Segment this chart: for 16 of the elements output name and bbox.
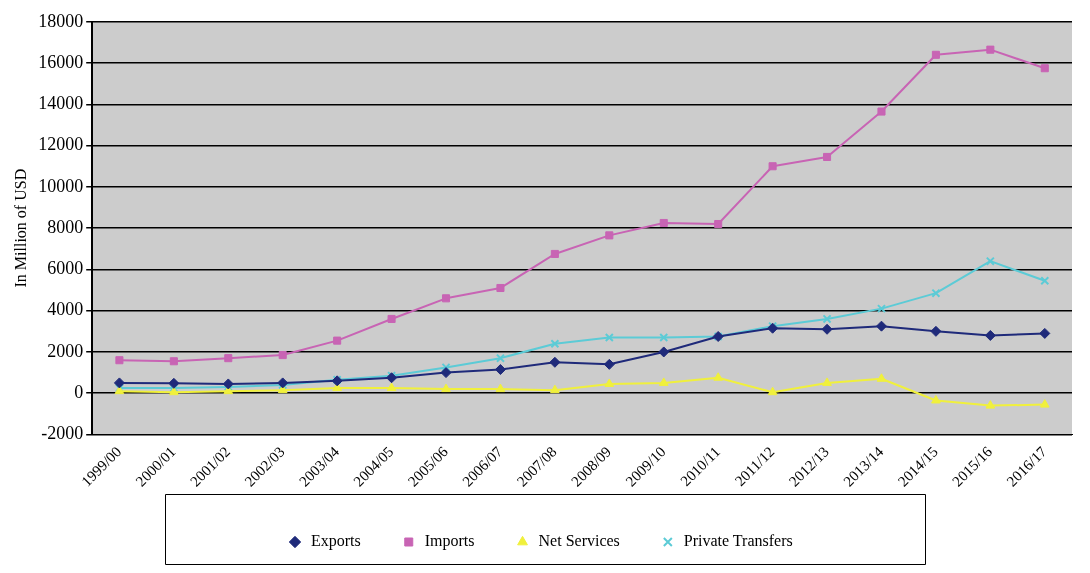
y-tick-label: 6000 xyxy=(47,258,84,279)
y-tick-label: 16000 xyxy=(38,51,84,72)
y-tick-label: 8000 xyxy=(47,216,84,237)
y-axis-title: In Million of USD xyxy=(11,168,29,288)
legend-label: Private Transfers xyxy=(683,532,793,550)
legend-label: Imports xyxy=(424,532,475,551)
y-tick-label: 4000 xyxy=(47,299,84,320)
legend-label: Net Services xyxy=(538,532,620,550)
y-tick-label: 12000 xyxy=(38,134,84,155)
y-tick-label: 0 xyxy=(74,381,84,402)
legend-label: Exports xyxy=(310,532,361,551)
y-tick-label: 10000 xyxy=(38,175,84,196)
y-tick-label: 14000 xyxy=(38,93,84,114)
y-tick-label: 18000 xyxy=(38,10,84,31)
y-tick-label: -2000 xyxy=(41,423,84,444)
y-tick-label: 2000 xyxy=(47,340,84,361)
